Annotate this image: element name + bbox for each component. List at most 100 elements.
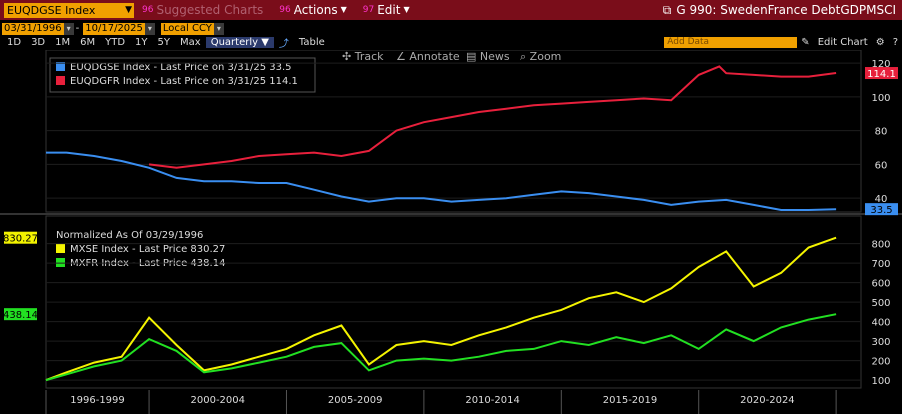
actions-num: 96 (279, 5, 291, 15)
zoom-icon: ⌕ (520, 50, 530, 63)
y-tick-1-300: 300 (871, 337, 890, 348)
last-price-label-0-0: 33.5 (870, 205, 892, 216)
caret-down-icon: ▼ (403, 5, 410, 14)
range-5y[interactable]: 5Y (157, 37, 171, 48)
legend-mxse: MXSE Index - Last Price 830.27 (70, 244, 225, 255)
chart-area[interactable]: ✣ Track ∠ Annotate ▤ News ⌕ Zoom EUQDGSE… (0, 50, 902, 414)
legend-swatch-red (56, 76, 65, 85)
x-label-0: 1996-1999 (70, 395, 125, 406)
track-tool[interactable]: ✣ Track (342, 50, 384, 63)
track-icon: ✣ (342, 50, 355, 63)
end-date-field[interactable]: 10/17/2025 (83, 22, 145, 35)
table-button[interactable]: Table (298, 37, 325, 48)
news-label: News (480, 50, 510, 63)
legend-swatch-green (56, 258, 65, 267)
range-row: 1D 3D 1M 6M YTD 1Y 5Y Max Quarterly ▼ ⤴ … (0, 36, 902, 50)
y-tick-1-700: 700 (871, 259, 890, 270)
news-tool[interactable]: ▤ News (466, 50, 510, 63)
start-date-picker-icon[interactable]: ▾ (63, 22, 74, 35)
y-tick-1-600: 600 (871, 279, 890, 290)
y-tick-0-80: 80 (875, 127, 888, 138)
window-title-text: G 990: SwedenFrance DebtGDPMSCI (676, 2, 896, 17)
y-tick-1-100: 100 (871, 376, 890, 387)
annotate-label: Annotate (409, 50, 460, 63)
last-price-label-1-1: 438.14 (3, 310, 38, 321)
period-select[interactable]: Quarterly ▼ (205, 37, 274, 48)
actions-button[interactable]: 96 Actions ▼ (271, 0, 354, 20)
normalized-note: Normalized As Of 03/29/1996 (56, 230, 203, 241)
x-label-1: 2000-2004 (191, 395, 246, 406)
edit-num: 97 (362, 5, 375, 15)
annotate-tool[interactable]: ∠ Annotate (396, 50, 460, 63)
x-label-5: 2020-2024 (740, 395, 795, 406)
export-icon[interactable]: ⧉ (662, 2, 672, 17)
series-line-euqdgse (46, 151, 837, 211)
top-legend: EUQDGSE Index - Last Price on 3/31/25 33… (49, 57, 316, 93)
legend-swatch-blue (56, 62, 65, 71)
y-tick-1-500: 500 (871, 298, 890, 309)
edit-button[interactable]: 97 Edit ▼ (355, 0, 418, 20)
series-line-mxse (45, 236, 837, 382)
window-title: ⧉ G 990: SwedenFrance DebtGDPMSCI (663, 3, 896, 18)
gear-icon[interactable]: ⚙ (875, 37, 885, 48)
range-1y[interactable]: 1Y (135, 37, 148, 48)
last-price-tag-0-1 (4, 231, 37, 244)
range-3d[interactable]: 3D (31, 37, 46, 48)
zoom-label: Zoom (530, 50, 562, 63)
x-label-3: 2010-2014 (465, 395, 520, 406)
edit-label: Edit (377, 3, 401, 17)
range-1d[interactable]: 1D (7, 37, 22, 48)
top-legend-box (49, 57, 316, 93)
currency-dropdown-icon[interactable]: ▾ (213, 22, 224, 35)
series-line-mxfr (45, 313, 837, 382)
date-row: 03/31/1996 ▾ - 10/17/2025 ▾ Local CCY ▾ (0, 22, 902, 35)
y-tick-1-400: 400 (871, 318, 890, 329)
chart-tools: ✣ Track ∠ Annotate ▤ News ⌕ Zoom (342, 50, 561, 63)
chart-background (0, 50, 902, 414)
end-date-picker-icon[interactable]: ▾ (144, 22, 155, 35)
actions-label: Actions (293, 3, 338, 17)
y-tick-0-40: 40 (875, 194, 888, 205)
y-tick-0-60: 60 (875, 160, 888, 171)
ticker-text: EUQDGSE Index (7, 3, 96, 17)
period-label: Quarterly (210, 37, 259, 48)
y-tick-0-100: 100 (871, 93, 890, 104)
chart-type-icon[interactable]: ⤴ (278, 39, 289, 50)
series-line-euqdgfr (148, 65, 837, 169)
date-separator: - (75, 23, 80, 34)
ticker-dropdown-icon[interactable]: ▼ (125, 4, 132, 15)
y-tick-0-120: 120 (871, 59, 890, 70)
legend-euqdgse: EUQDGSE Index - Last Price on 3/31/25 33… (70, 62, 292, 73)
chart-marks: 40 60 80 100 120 33.5 114.1 100 200 300 400 500 600 7… (3, 59, 898, 414)
last-price-tag-1-0 (865, 67, 898, 80)
range-max[interactable]: Max (180, 37, 201, 48)
start-date-field[interactable]: 03/31/1996 (2, 22, 64, 35)
help-icon[interactable]: ? (892, 37, 898, 48)
legend-euqdgfr: EUQDGFR Index - Last Price on 3/31/25 11… (70, 76, 298, 87)
caret-down-icon: ▼ (340, 5, 347, 14)
x-label-2: 2005-2009 (328, 395, 383, 406)
range-1m[interactable]: 1M (55, 37, 71, 48)
range-6m[interactable]: 6M (80, 37, 96, 48)
suggested-label: Suggested Charts (156, 3, 264, 17)
x-label-4: 2015-2019 (603, 395, 658, 406)
last-price-label-0-1: 830.27 (3, 234, 38, 245)
track-label: Track (354, 50, 384, 63)
add-data-input[interactable]: Add Data (664, 37, 798, 48)
y-tick-1-800: 800 (871, 240, 890, 251)
edit-chart-button[interactable]: Edit Chart (817, 37, 868, 48)
last-price-label-1-0: 114.1 (867, 69, 896, 80)
zoom-tool[interactable]: ⌕ Zoom (520, 50, 561, 63)
currency-select[interactable]: Local CCY (160, 22, 214, 35)
annotate-icon: ∠ (396, 50, 409, 63)
top-toolbar: EUQDGSE Index ▼ 96 Suggested Charts 96 A… (0, 0, 902, 20)
range-ytd[interactable]: YTD (105, 37, 126, 48)
ticker-input[interactable]: EUQDGSE Index ▼ (4, 2, 134, 18)
legend-swatch-yellow (56, 244, 65, 253)
news-icon: ▤ (466, 50, 480, 63)
suggested-num: 96 (142, 5, 154, 15)
pencil-icon[interactable]: ✎ (801, 37, 810, 48)
suggested-charts-button[interactable]: 96 Suggested Charts (134, 0, 271, 20)
last-price-tag-1-1 (4, 308, 37, 321)
y-tick-1-200: 200 (871, 357, 890, 368)
